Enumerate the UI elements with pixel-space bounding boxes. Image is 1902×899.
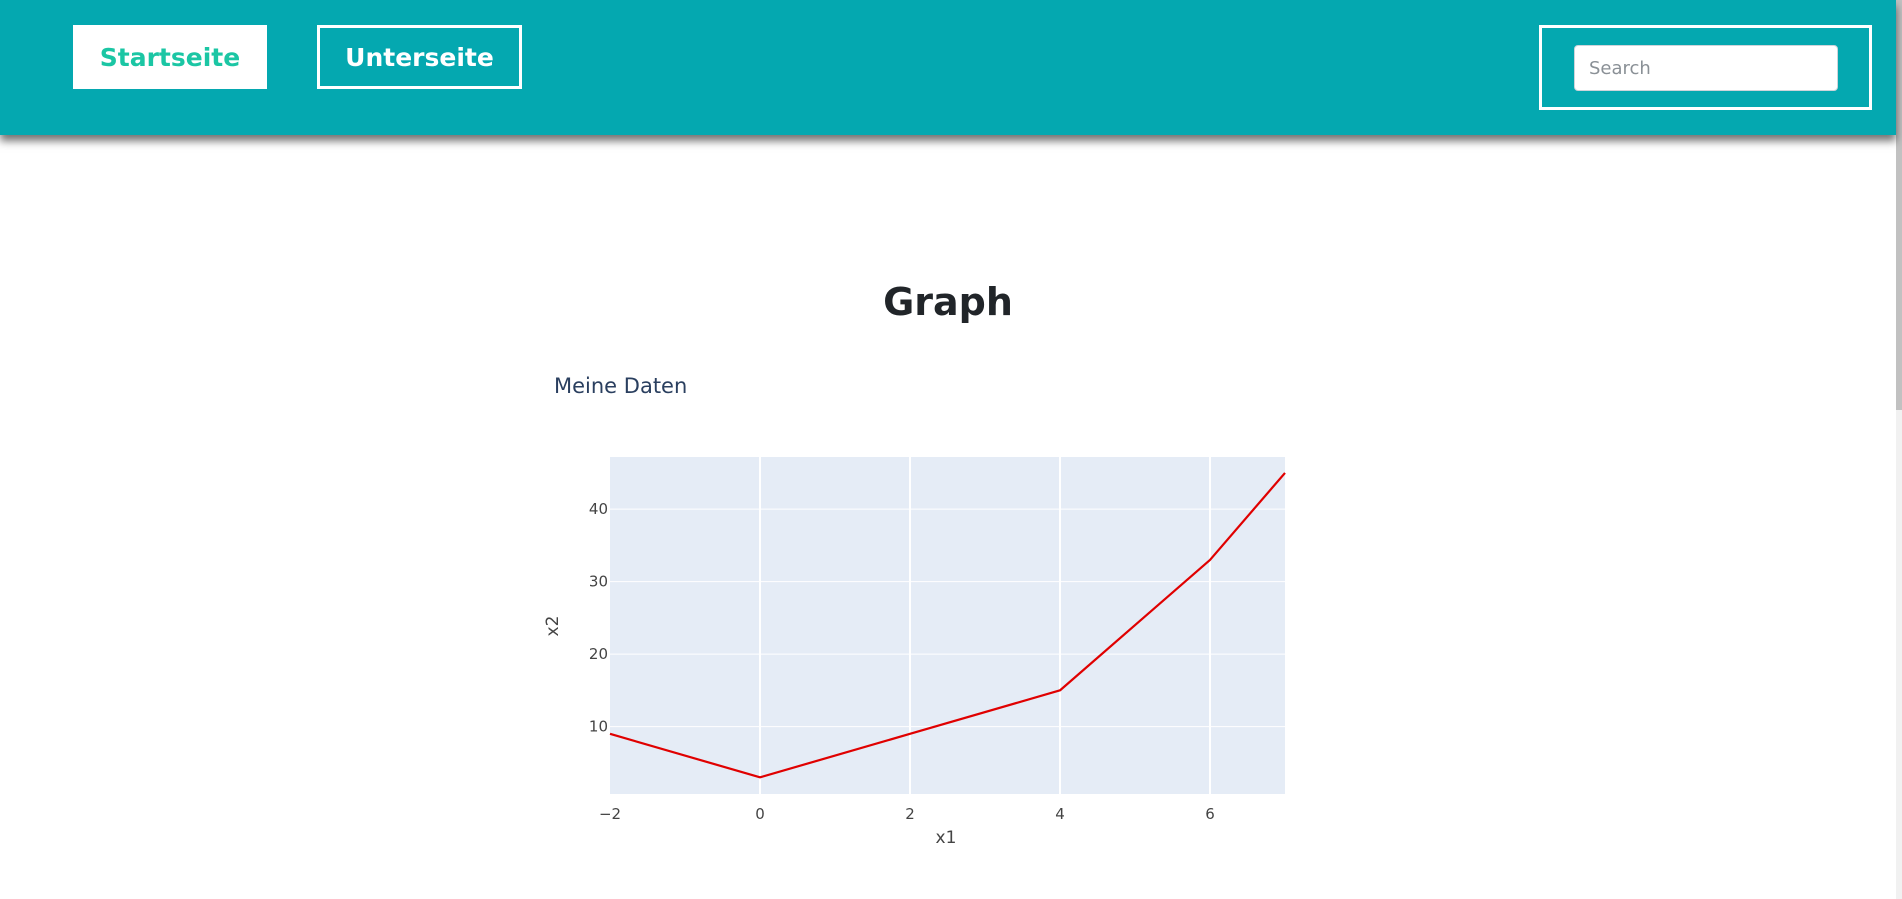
series-line	[609, 472, 1286, 779]
x-tick-label: −2	[599, 805, 621, 823]
plot-area	[610, 457, 1285, 794]
nav-startseite-button[interactable]: Startseite	[73, 25, 267, 89]
y-tick-label: 30	[589, 573, 608, 591]
y-gridlines	[610, 508, 1285, 728]
x-tick-label: 6	[1205, 805, 1215, 823]
x-tick-labels: −2 0 2 4 6	[599, 805, 1215, 823]
search-form	[1539, 25, 1872, 110]
line-chart: Meine Daten −2 0 2 4 6 10 20 30 40 x1 x2	[543, 374, 1286, 848]
x-tick-label: 0	[755, 805, 765, 823]
x-tick-label: 4	[1055, 805, 1065, 823]
chart-title: Meine Daten	[554, 374, 687, 398]
y-tick-labels: 10 20 30 40	[589, 500, 608, 735]
y-tick-label: 40	[589, 500, 608, 518]
series-layer	[609, 472, 1286, 779]
y-tick-label: 10	[589, 718, 608, 736]
search-input[interactable]	[1574, 45, 1838, 91]
scrollbar-thumb[interactable]	[1896, 0, 1902, 410]
navbar: Startseite Unterseite	[0, 0, 1896, 135]
y-tick-label: 20	[589, 645, 608, 663]
x-tick-label: 2	[905, 805, 915, 823]
y-axis-title: x2	[543, 616, 563, 637]
page-scrollbar[interactable]	[1896, 0, 1902, 899]
page-title: Graph	[883, 280, 1013, 324]
nav-unterseite-button[interactable]: Unterseite	[317, 25, 522, 89]
x-axis-title: x1	[936, 828, 957, 848]
x-gridlines	[759, 457, 1211, 794]
